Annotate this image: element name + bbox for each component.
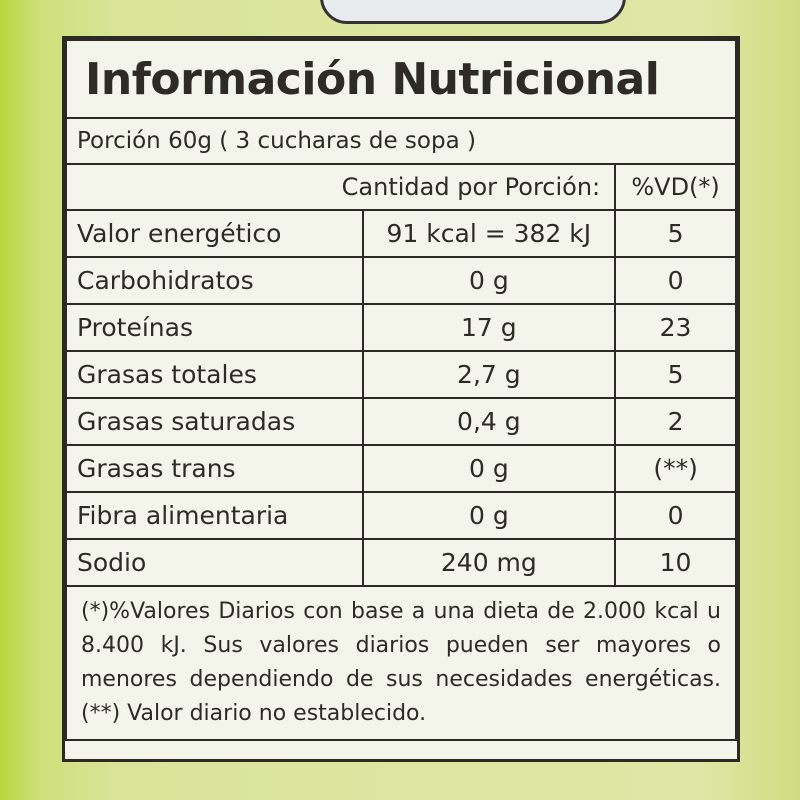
header-dv: %VD(*)	[614, 163, 737, 211]
nutrient-dv: 5	[614, 350, 737, 399]
nutrient-dv: 23	[614, 303, 737, 352]
nutrient-dv: (**)	[614, 444, 737, 493]
footnote: (*)%Valores Diarios con base a una dieta…	[65, 585, 737, 741]
nutrient-name: Grasas totales	[65, 350, 364, 399]
nutrient-name: Proteínas	[65, 303, 364, 352]
portion: Porción 60g ( 3 cucharas de sopa )	[65, 117, 737, 165]
nutrition-label: Información Nutricional Porción 60g ( 3 …	[62, 36, 740, 762]
header-amount: Cantidad por Porción:	[64, 163, 617, 211]
nutrient-dv: 0	[614, 256, 737, 305]
nutrient-row: Valor energético 91 kcal = 382 kJ 5	[65, 209, 737, 258]
nutrient-name: Grasas trans	[65, 444, 364, 493]
nutrient-amount: 0 g	[361, 491, 617, 540]
nutrient-dv: 2	[614, 397, 737, 446]
nutrient-amount: 91 kcal = 382 kJ	[361, 209, 617, 258]
nutrient-amount: 0 g	[361, 444, 617, 493]
nutrient-name: Carbohidratos	[65, 256, 364, 305]
title: Información Nutricional	[65, 39, 737, 119]
footnote-row: (*)%Valores Diarios con base a una dieta…	[65, 585, 737, 741]
nutrient-amount: 240 mg	[361, 538, 617, 587]
nutrient-name: Sodio	[65, 538, 364, 587]
nutrient-dv: 10	[614, 538, 737, 587]
nutrient-name: Grasas saturadas	[65, 397, 364, 446]
nutrient-row: Grasas trans 0 g (**)	[65, 444, 737, 493]
nutrient-row: Sodio 240 mg 10	[65, 538, 737, 587]
nutrient-row: Proteínas 17 g 23	[65, 303, 737, 352]
package-edge	[320, 0, 626, 24]
nutrient-amount: 0 g	[361, 256, 617, 305]
nutrient-amount: 17 g	[361, 303, 617, 352]
nutrient-name: Fibra alimentaria	[65, 491, 364, 540]
nutrition-table: Información Nutricional Porción 60g ( 3 …	[64, 39, 737, 741]
nutrient-amount: 0,4 g	[361, 397, 617, 446]
nutrient-dv: 0	[614, 491, 737, 540]
nutrient-amount: 2,7 g	[361, 350, 617, 399]
nutrient-dv: 5	[614, 209, 737, 258]
nutrient-name: Valor energético	[65, 209, 364, 258]
